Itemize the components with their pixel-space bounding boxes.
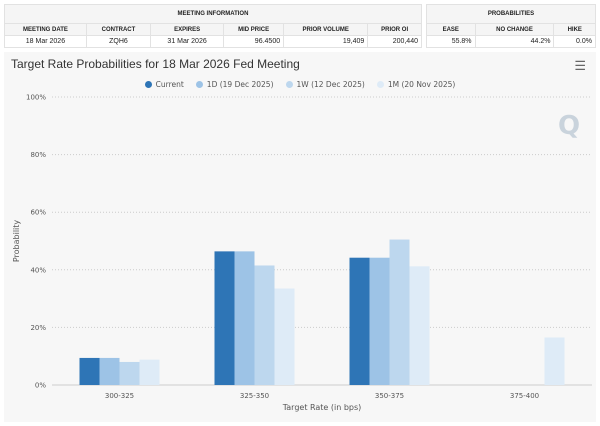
y-tick-label: 20%	[30, 324, 46, 332]
cell: 0.0%	[553, 35, 596, 48]
cell: 96.4500	[223, 35, 285, 48]
bar-350-375-0	[349, 257, 370, 385]
legend: Current 1D (19 Dec 2025) 1W (12 Dec 2025) 1…	[4, 80, 596, 89]
bar-350-375-2	[389, 239, 410, 385]
y-tick-label: 100%	[26, 94, 46, 102]
bar-chart: 0% 20% 40% 60% 80% 100% Q 300-325 325-350 350-375…	[12, 94, 592, 412]
hamburger-menu-icon[interactable]: ☰	[574, 58, 586, 73]
chart-panel: Target Rate Probabilities for 18 Mar 202…	[4, 52, 596, 422]
legend-dot-icon	[195, 81, 203, 88]
legend-dot-icon	[144, 81, 152, 88]
legend-item[interactable]: 1W (12 Dec 2025)	[285, 80, 365, 89]
probabilities-table: PROBABILITIES EASE NO CHANGE HIKE 55.8% 44.2…	[426, 4, 596, 48]
bar-325-350-2	[254, 265, 275, 385]
x-tick-label: 375-400	[510, 392, 539, 400]
x-tick-label: 300-325	[105, 392, 134, 400]
cell: 55.8%	[426, 35, 476, 48]
watermark-logo: Q	[558, 111, 580, 141]
column-header: PRIOR VOLUME	[283, 23, 369, 36]
bar-300-325-0	[79, 357, 100, 385]
cell: 18 Mar 2026	[4, 35, 87, 48]
bar-350-375-1	[369, 257, 390, 385]
legend-label: 1W (12 Dec 2025)	[296, 80, 365, 89]
y-tick-label: 0%	[35, 382, 46, 390]
y-tick-label: 60%	[30, 209, 46, 217]
column-header: NO CHANGE	[474, 23, 555, 36]
legend-label: 1M (20 Nov 2025)	[387, 80, 456, 89]
x-tick-label: 350-375	[375, 392, 404, 400]
legend-dot-icon	[285, 81, 293, 88]
y-axis-label: Probability	[12, 220, 21, 263]
cell: 19,409	[283, 35, 369, 48]
cell: ZQH6	[85, 35, 152, 48]
legend-item[interactable]: 1M (20 Nov 2025)	[376, 80, 456, 89]
cell: 44.2%	[474, 35, 555, 48]
column-header: EASE	[426, 23, 476, 36]
bar-325-350-1	[234, 251, 255, 385]
legend-item[interactable]: 1D (19 Dec 2025)	[195, 80, 274, 89]
probabilities-header: PROBABILITIES	[426, 4, 596, 24]
cell: 200,440	[367, 35, 422, 48]
meeting-info-header: MEETING INFORMATION	[4, 4, 422, 24]
x-axis-label: Target Rate (in bps)	[282, 403, 362, 412]
column-header: MID PRICE	[223, 23, 285, 36]
column-header: CONTRACT	[85, 23, 152, 36]
bar-375-400-3	[544, 337, 565, 385]
x-tick-label: 325-350	[240, 392, 269, 400]
bar-300-325-3	[139, 359, 160, 385]
column-header: MEETING DATE	[4, 23, 87, 36]
chart-title: Target Rate Probabilities for 18 Mar 202…	[11, 57, 300, 71]
legend-item[interactable]: Current	[144, 80, 184, 89]
bar-300-325-2	[119, 361, 140, 385]
y-tick-label: 80%	[30, 151, 46, 159]
y-tick-label: 40%	[30, 266, 46, 274]
column-header: EXPIRES	[150, 23, 225, 36]
legend-dot-icon	[376, 81, 384, 88]
column-header: HIKE	[553, 23, 596, 36]
bar-300-325-1	[99, 357, 120, 385]
column-header: PRIOR OI	[367, 23, 422, 36]
bar-325-350-3	[274, 288, 295, 385]
bar-325-350-0	[214, 251, 235, 385]
meeting-information-table: MEETING INFORMATION MEETING DATE CONTRACT…	[4, 4, 422, 48]
legend-label: Current	[155, 80, 184, 89]
legend-label: 1D (19 Dec 2025)	[206, 80, 274, 89]
cell: 31 Mar 2026	[150, 35, 225, 48]
bar-350-375-3	[409, 266, 430, 385]
